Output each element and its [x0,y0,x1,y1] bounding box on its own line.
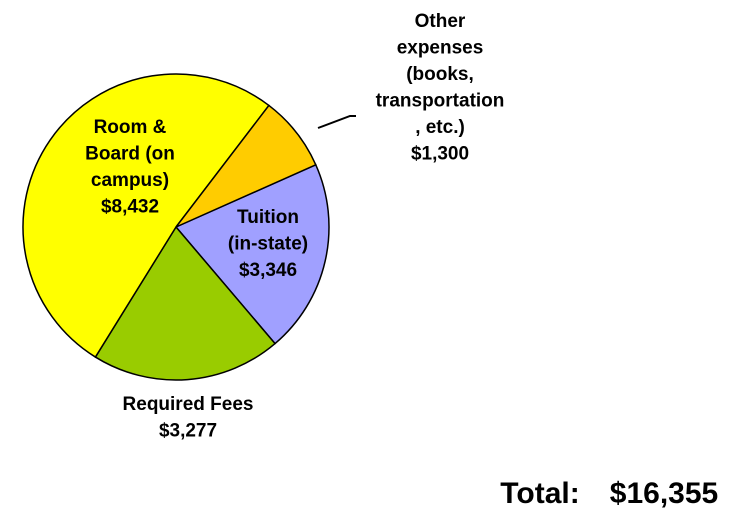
pie-slice [22,73,270,359]
value-label: $8,432 [101,197,159,218]
label-line: , etc.) [415,117,465,138]
slice-label: Required Fees $3,277 [123,394,254,442]
pie-slice [94,225,277,381]
slice-label: Room & Board (on campus) $8,432 [85,117,175,218]
label-line: Required Fees [123,394,254,415]
pie-slice [174,163,330,345]
total-value: $16,355 [610,477,718,510]
pie-slice [175,104,317,228]
label-line: Tuition [237,207,299,228]
total-label: Total: [500,477,579,510]
label-line: Room & [94,117,167,138]
leader-line [317,115,356,129]
label-line: (in-state) [228,234,308,255]
value-label: $1,300 [411,144,469,165]
label-line: expenses [397,38,484,59]
label-line: transportation [376,91,505,112]
label-line: Other [415,11,466,32]
label-line: campus) [91,170,169,191]
slice-label: Other expenses (books, transportation , etc.… [376,11,505,165]
value-label: $3,277 [159,421,217,442]
label-line: Board (on [85,144,175,165]
label-line: (books, [406,64,474,85]
slice-label: Tuition (in-state) $3,346 [228,207,308,281]
value-label: $3,346 [239,260,297,281]
